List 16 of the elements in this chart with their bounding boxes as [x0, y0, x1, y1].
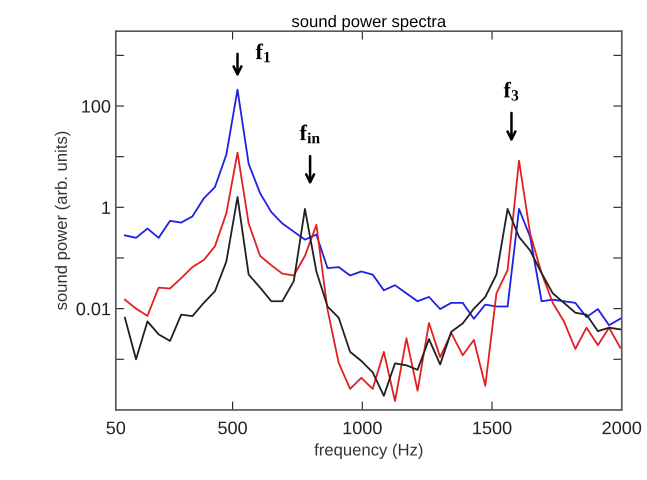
y-axis-title: sound power (arb. units): [54, 132, 70, 310]
annotation: f$_{in}$: [300, 124, 320, 144]
annotation: f$_{3}$: [504, 82, 518, 101]
y-tick-label: 0.01: [76, 302, 110, 316]
x-tick-label: 2000: [602, 422, 642, 434]
x-tick-label: 50: [106, 422, 126, 434]
x-axis-title: frequency (Hz): [314, 443, 422, 459]
y-tick-label: 1: [102, 201, 110, 214]
line-series: [124, 196, 622, 397]
x-tick-label: 1000: [344, 422, 382, 434]
annotation: f$_{1}$: [256, 43, 270, 62]
y-tick-label: 100: [82, 100, 110, 113]
x-tick-label: 500: [218, 422, 247, 434]
chart-title: sound power spectra: [292, 14, 446, 30]
line-series: [124, 152, 622, 402]
x-tick-label: 1500: [473, 422, 512, 434]
